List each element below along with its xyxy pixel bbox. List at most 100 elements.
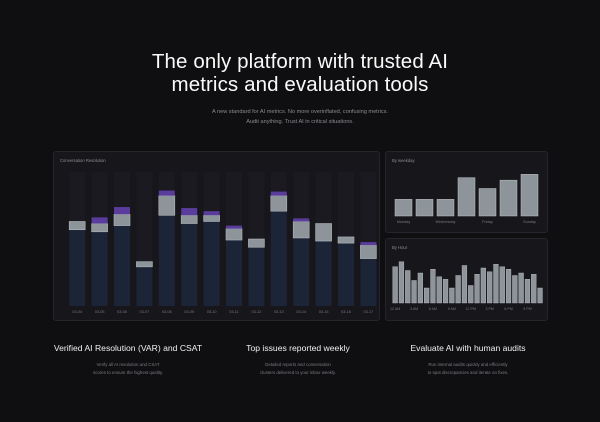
- feature-description-line1: Verify all AI resolution and CSAT: [96, 362, 160, 367]
- feature-description: Run internal audits quickly and efficien…: [408, 361, 528, 377]
- hour-bar: [424, 287, 430, 304]
- hero-subtitle-line1: A new standard for AI metrics. No more o…: [212, 109, 388, 115]
- bar-segment: [91, 223, 108, 233]
- hour-bar: [537, 287, 543, 304]
- bar-segment: [158, 215, 175, 306]
- hour-bar: [474, 274, 480, 304]
- x-tick-label: 03-07: [140, 310, 150, 314]
- hour-bar: [430, 269, 436, 304]
- x-tick-label: 03-10: [207, 310, 217, 314]
- bar-segment: [225, 228, 243, 241]
- weekday-bar: [478, 188, 497, 217]
- hour-bar: [417, 272, 423, 304]
- x-tick-label: 12 PM: [466, 307, 476, 311]
- x-tick-label: Wednesday: [436, 220, 456, 224]
- x-tick-label: 03-04: [72, 310, 82, 314]
- hour-bar: [398, 261, 405, 304]
- feature-description-line2: scores to ensure the highest quality.: [93, 370, 163, 375]
- weekday-bar: [394, 199, 413, 217]
- hour-bar: [455, 275, 461, 304]
- x-tick-label: 03-12: [252, 310, 262, 314]
- bar-segment: [248, 238, 265, 248]
- feature-description: Detailed reports and conversation cluste…: [238, 361, 358, 377]
- x-tick-label: Sunday: [523, 220, 536, 224]
- bar-segment: [360, 244, 377, 259]
- bar-segment: [91, 231, 108, 306]
- bar-segment: [114, 207, 130, 215]
- bar-segment: [68, 221, 86, 231]
- hero-subtitle: A new standard for AI metrics. No more o…: [0, 108, 600, 127]
- bar-segment: [136, 266, 153, 306]
- feature-description-line1: Detailed reports and conversation: [265, 362, 331, 367]
- x-tick-label: 6 AM: [429, 307, 437, 311]
- x-tick-label: 03-11: [229, 310, 238, 314]
- x-tick-label: 03-13: [274, 310, 284, 314]
- bar-segment: [226, 240, 242, 306]
- feature-human-audits: Evaluate AI with human audits Run intern…: [368, 343, 568, 377]
- hero-title-line1: The only platform with trusted AI: [151, 50, 449, 73]
- bar-segment: [293, 237, 310, 306]
- x-tick-label: 03-08: [162, 310, 172, 314]
- bar-segment: [181, 208, 198, 216]
- weekday-bar: [436, 199, 455, 217]
- bar-segment: [293, 218, 310, 222]
- bar-segment: [270, 211, 287, 306]
- conversation-resolution-card: Conversation Resolution 03-04 03-05 03-06 0…: [53, 151, 380, 321]
- x-tick-label: 3 PM: [485, 307, 493, 311]
- hero-title-line2: metrics and evaluation tools: [171, 73, 429, 96]
- hero-subtitle-line2: Audit anything. Trust AI in critical sit…: [246, 118, 354, 125]
- bar-segment: [114, 225, 130, 306]
- hour-bar: [505, 269, 512, 304]
- hour-bar: [392, 266, 398, 304]
- bar-segment: [360, 242, 377, 246]
- weekday-bar: [520, 174, 539, 217]
- x-tick-label: Monday: [397, 220, 411, 224]
- bar-segment: [203, 214, 220, 222]
- x-tick-label: 03-05: [95, 310, 105, 314]
- bar-segment: [69, 229, 86, 306]
- hour-bar: [468, 285, 474, 304]
- hour-bar: [411, 280, 417, 304]
- hour-bar: [442, 279, 449, 304]
- by-hour-card: By Hour 12 AM 3 AM 6 AM 9 AM 12 PM 3 PM 6 PM 9 …: [385, 238, 548, 321]
- hour-bar: [531, 274, 537, 304]
- x-tick-label: 3 AM: [410, 307, 418, 311]
- feature-title: Evaluate AI with human audits: [410, 343, 526, 353]
- hero-title: The only platform with trusted AI metric…: [0, 50, 600, 96]
- hour-bar: [487, 271, 493, 304]
- feature-description: Verify all AI resolution and CSAT scores…: [68, 361, 188, 377]
- bar-segment: [337, 236, 355, 244]
- x-tick-label: 9 PM: [523, 307, 531, 311]
- by-weekday-chart: Monday Wednesday Friday Sunday: [394, 174, 539, 224]
- conversation-resolution-chart: 03-04 03-05 03-06 03-07 03-08 03-09 03-10 03-11…: [68, 172, 377, 314]
- weekday-bar: [415, 199, 434, 217]
- x-tick-label: 03-17: [364, 310, 374, 314]
- hour-bar: [480, 267, 486, 304]
- feature-description-line2: clusters delivered to your inbox weekly.: [259, 370, 337, 375]
- x-tick-label: 12 AM: [390, 307, 400, 311]
- hour-bar: [512, 275, 518, 304]
- chart-title: By weekday: [392, 158, 415, 163]
- bar-segment: [248, 247, 265, 306]
- x-tick-label: 03-09: [184, 310, 194, 314]
- chart-title: Conversation Resolution: [60, 158, 106, 163]
- bar-segment: [203, 221, 220, 306]
- bar-segment: [360, 258, 377, 306]
- feature-title: Top issues reported weekly: [246, 343, 350, 353]
- x-tick-label: Friday: [482, 220, 493, 224]
- x-tick-label: 03-16: [341, 310, 351, 314]
- bar-segment: [270, 191, 287, 196]
- bar-segment: [292, 221, 310, 239]
- by-hour-chart: 12 AM 3 AM 6 AM 9 AM 12 PM 3 PM 6 PM 9 PM: [390, 261, 543, 311]
- feature-description-line2: to spot discrepancies and iterate on fix…: [427, 370, 509, 375]
- bar-segment: [315, 223, 332, 242]
- bar-segment: [180, 214, 198, 224]
- bar-segment: [338, 243, 354, 306]
- hour-bar: [436, 276, 442, 304]
- bar-segment: [158, 195, 176, 216]
- hour-bar: [493, 264, 499, 304]
- x-tick-label: 6 PM: [504, 307, 512, 311]
- feature-top-issues: Top issues reported weekly Detailed repo…: [198, 343, 398, 377]
- hour-bar: [518, 272, 524, 304]
- weekday-bar: [457, 177, 476, 217]
